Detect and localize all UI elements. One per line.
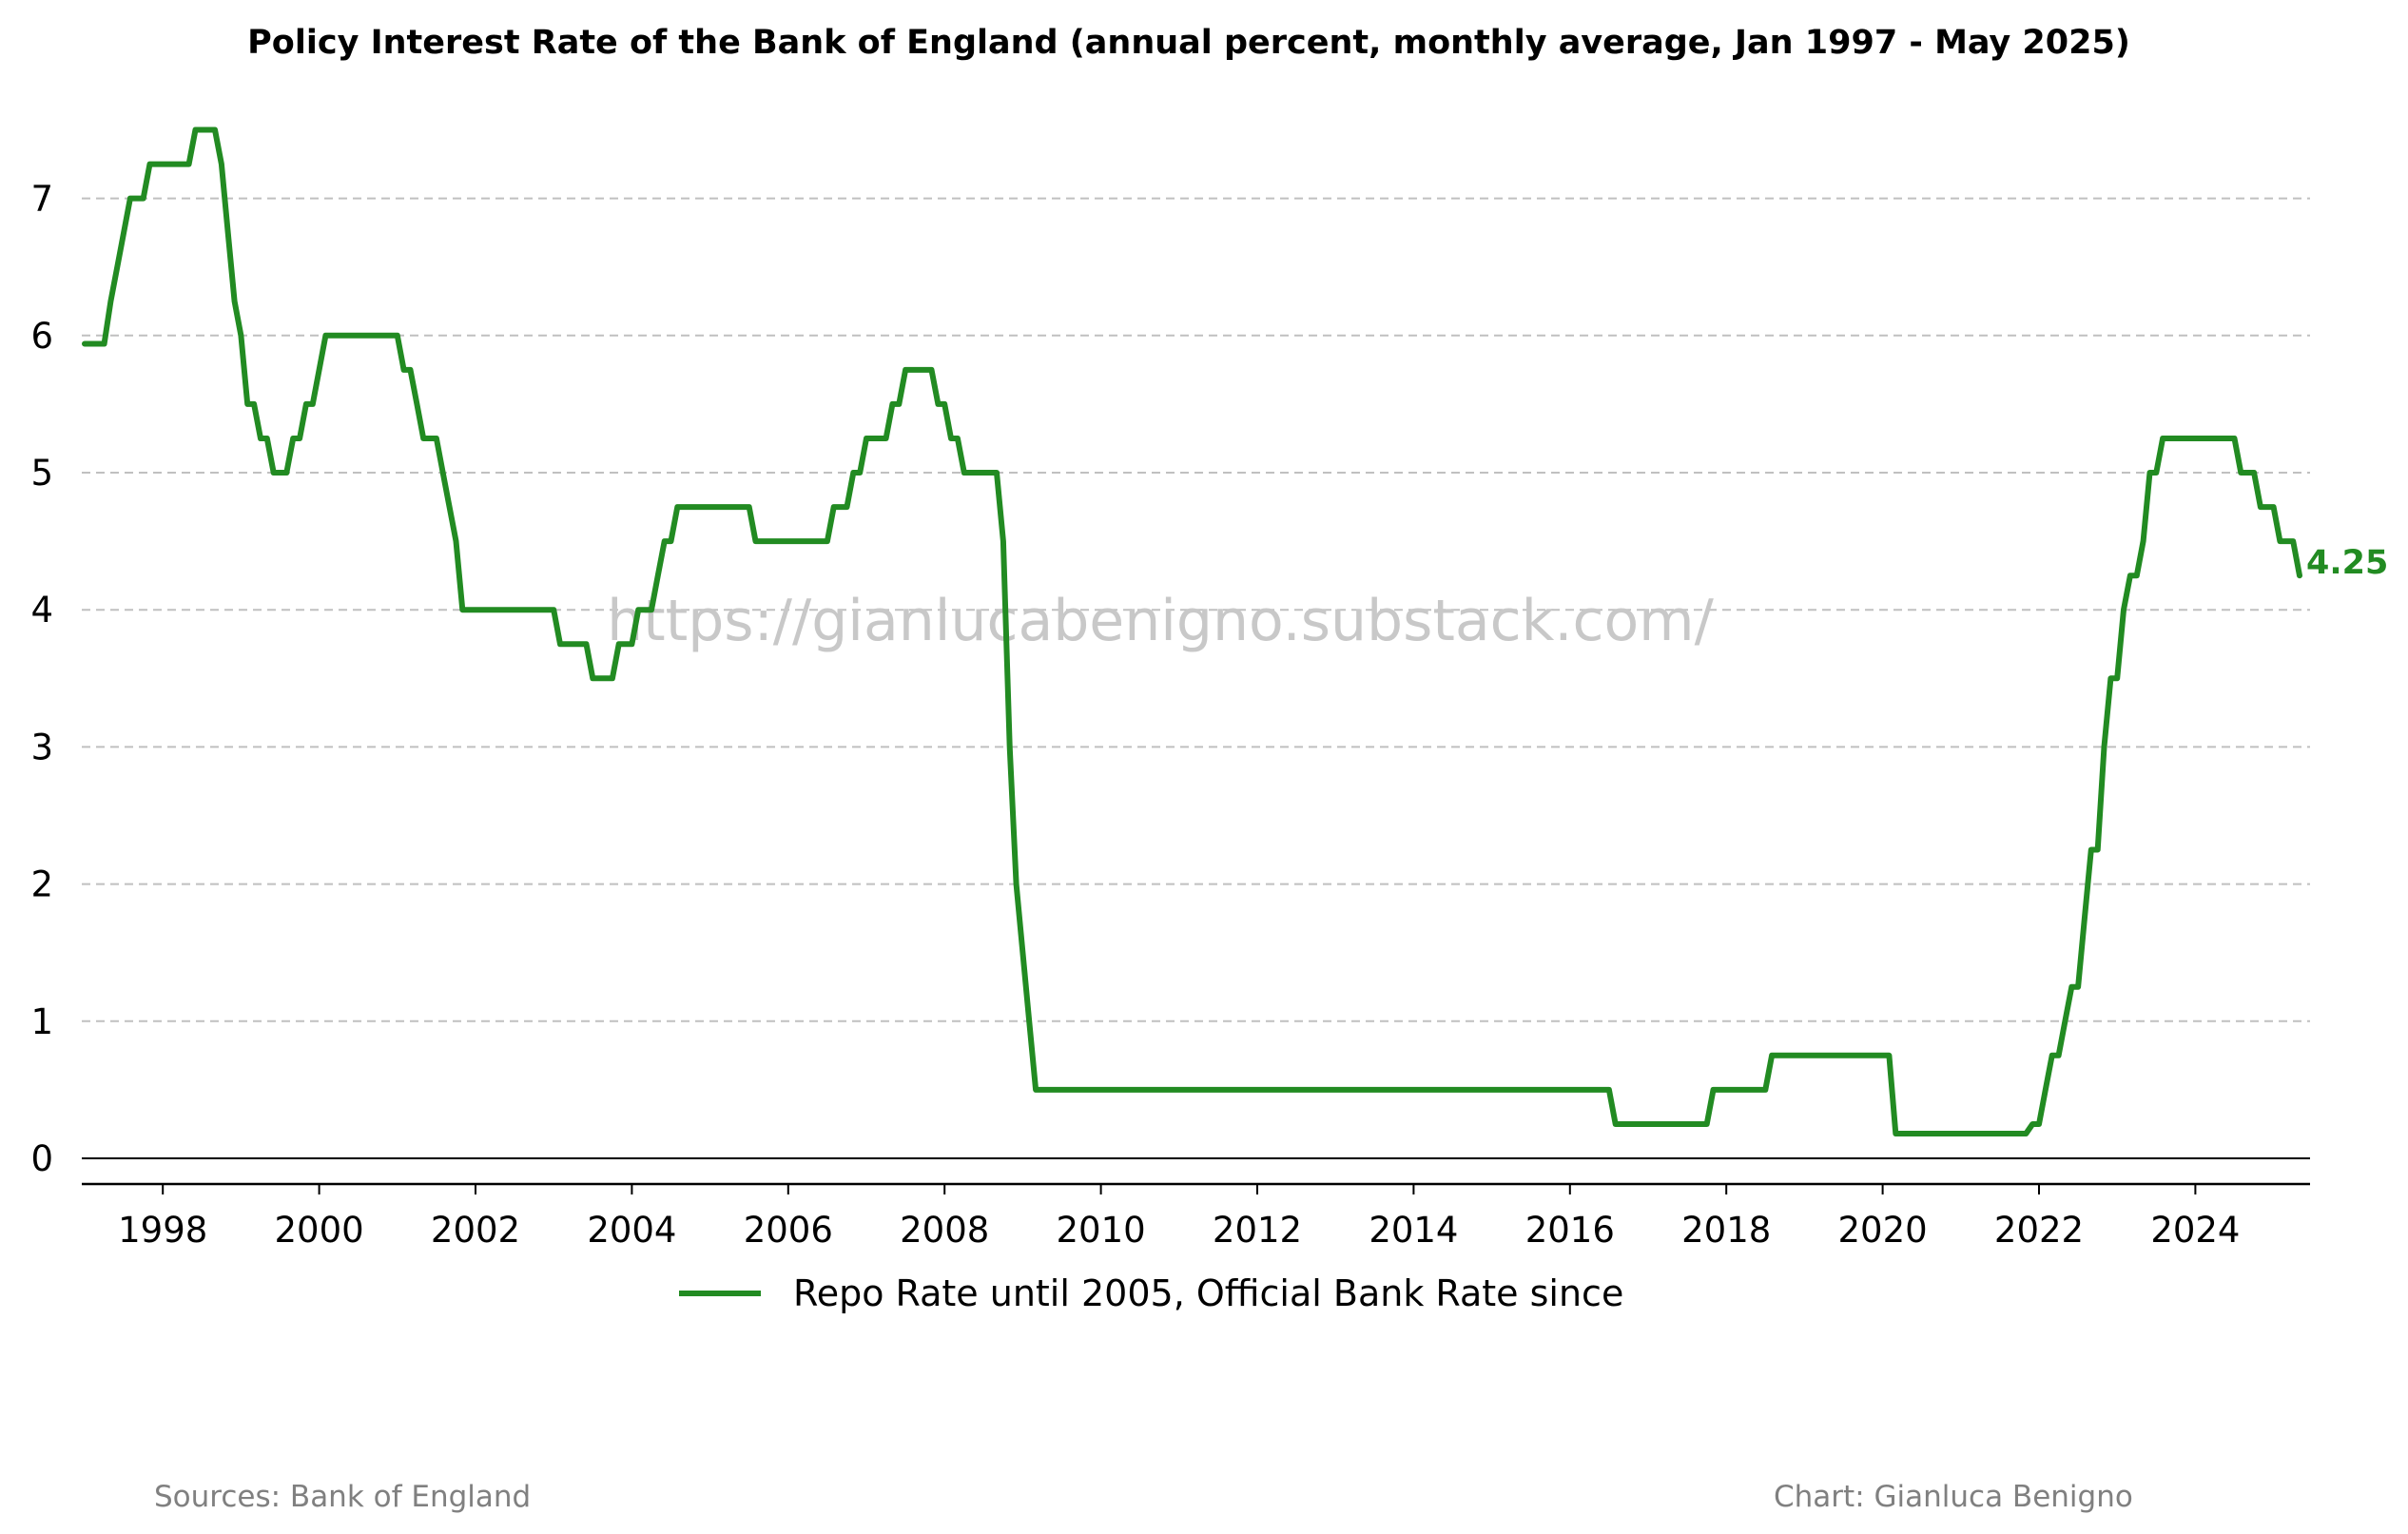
y-tick-label: 3 — [30, 727, 53, 767]
x-tick-label: 2004 — [587, 1210, 676, 1251]
x-tick-label: 2002 — [431, 1210, 520, 1251]
gridlines — [82, 197, 2310, 1022]
x-tick-label: 2010 — [1057, 1210, 1146, 1251]
chart-title: Policy Interest Rate of the Bank of Engl… — [247, 24, 2130, 62]
y-tick-label: 4 — [30, 590, 53, 631]
y-tick-label: 7 — [30, 179, 53, 220]
x-tick-label: 2000 — [275, 1210, 364, 1251]
legend: Repo Rate until 2005, Official Bank Rate… — [679, 1272, 1623, 1314]
watermark: https://gianlucabenigno.substack.com/ — [607, 588, 1714, 654]
chart-credit: Chart: Gianluca Benigno — [1774, 1480, 2133, 1514]
y-tick-label: 2 — [30, 864, 53, 905]
x-tick-label: 2014 — [1369, 1210, 1458, 1251]
series-layer — [82, 126, 2302, 1136]
x-tick-label: 2012 — [1213, 1210, 1302, 1251]
x-tick-label: 2024 — [2150, 1210, 2240, 1251]
y-tick-label: 5 — [30, 453, 53, 494]
x-tick-label: 2020 — [1838, 1210, 1928, 1251]
x-tick-label: 2018 — [1681, 1210, 1771, 1251]
x-tick-label: 2016 — [1525, 1210, 1615, 1251]
y-tick-label: 0 — [30, 1138, 53, 1179]
x-tick-label: 2006 — [744, 1210, 833, 1251]
y-tick-label: 1 — [30, 1001, 53, 1042]
axes — [82, 1157, 2310, 1186]
series-line — [82, 126, 2302, 1136]
sources-note: Sources: Bank of England — [154, 1480, 531, 1514]
y-tick-label: 6 — [30, 316, 53, 357]
x-tick-labels: 1998 2000 2002 2004 2006 2008 2010 2012 2014 2016… — [118, 1184, 2240, 1251]
last-value-label: 4.25 — [2306, 544, 2388, 582]
x-tick-label: 2008 — [900, 1210, 989, 1251]
x-tick-label: 1998 — [118, 1210, 207, 1251]
legend-label: Repo Rate until 2005, Official Bank Rate… — [793, 1272, 1623, 1314]
x-tick-label: 2022 — [1994, 1210, 2084, 1251]
y-tick-labels: 0 1 2 3 4 5 6 7 — [30, 179, 53, 1179]
